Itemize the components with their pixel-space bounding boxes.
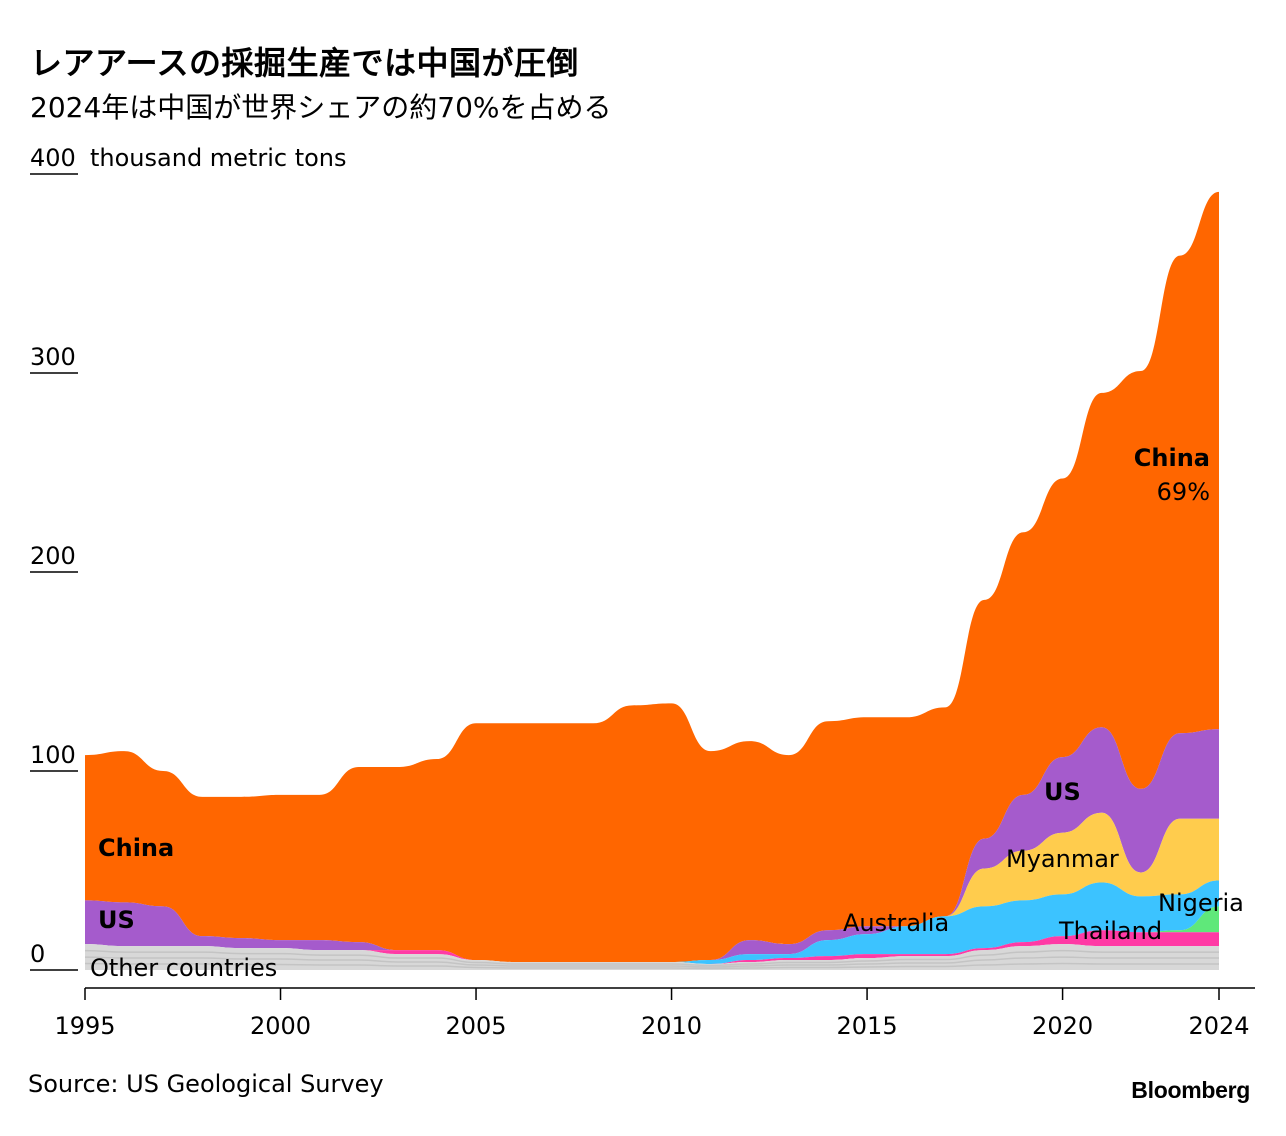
y-tick-label: 100 xyxy=(30,741,76,769)
area-australia xyxy=(85,880,1219,965)
other-country-line xyxy=(84,949,1219,967)
other-country-line xyxy=(84,956,1219,968)
brand-logo: Bloomberg xyxy=(1131,1077,1250,1103)
label-us: US xyxy=(98,906,135,934)
label-nigeria: Nigeria xyxy=(1158,889,1244,917)
y-axis: 0 100 200 300 400 thousand metric tons xyxy=(30,144,347,971)
area-thailand xyxy=(85,930,1219,965)
other-country-line xyxy=(84,962,1220,970)
area-us xyxy=(85,727,1219,963)
annotation-china: China xyxy=(1134,444,1210,472)
label-thailand: Thailand xyxy=(1058,917,1162,945)
area-china xyxy=(85,191,1219,963)
y-tick-label: 0 xyxy=(30,940,45,968)
chart-subtitle: 2024年は中国が世界シェアの約70%を占める xyxy=(30,91,612,124)
area-myanmar xyxy=(85,812,1219,963)
y-tick-label: 300 xyxy=(30,343,76,371)
y-axis-unit: thousand metric tons xyxy=(90,144,347,172)
label-other-countries: Other countries xyxy=(90,954,277,982)
y-tick-label: 200 xyxy=(30,542,76,570)
chart-title: レアアースの採掘生産では中国が圧倒 xyxy=(30,44,579,82)
x-tick-label: 2005 xyxy=(445,1012,506,1040)
label-australia: Australia xyxy=(843,909,949,937)
x-tick-label: 2015 xyxy=(837,1012,898,1040)
x-tick-label: 2010 xyxy=(641,1012,702,1040)
label-us: US xyxy=(1044,778,1081,806)
x-tick-label: 2024 xyxy=(1188,1012,1249,1040)
y-tick-label: 400 xyxy=(30,144,76,172)
series-labels: China US Other countries US Myanmar Australia… xyxy=(90,444,1244,982)
source-note: Source: US Geological Survey xyxy=(28,1070,384,1098)
x-axis: 1995 2000 2005 2010 2015 2020 2024 xyxy=(54,987,1255,1040)
area-layers xyxy=(84,191,1220,970)
label-china: China xyxy=(98,834,174,862)
x-tick-label: 2000 xyxy=(250,1012,311,1040)
x-tick-label: 1995 xyxy=(54,1012,115,1040)
label-myanmar: Myanmar xyxy=(1006,845,1119,873)
x-tick-label: 2020 xyxy=(1032,1012,1093,1040)
annotation-china-share: 69% xyxy=(1157,478,1210,506)
